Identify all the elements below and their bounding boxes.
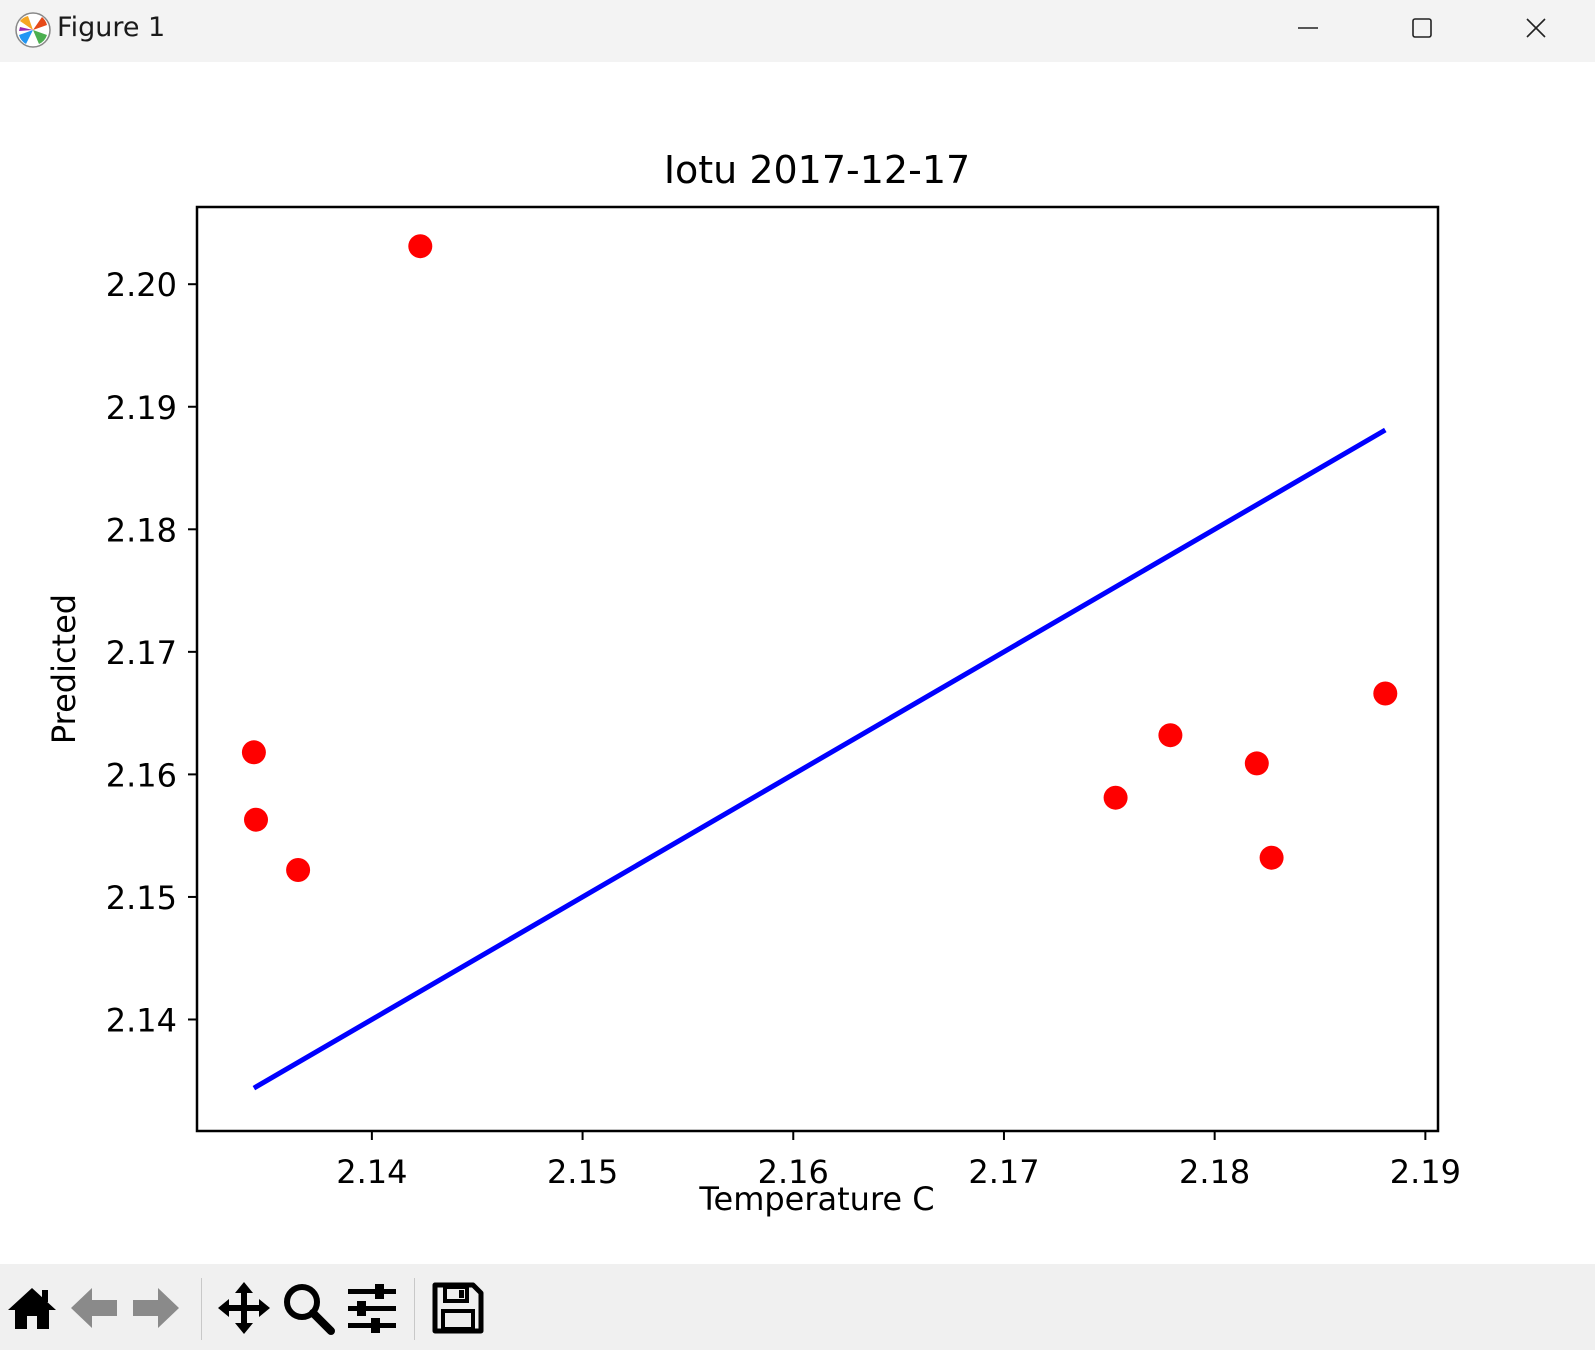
figure-canvas[interactable]: Iotu 2017-12-17 2.14 2.15 2.16 2.17 2.18 2.19… [0,62,1595,1264]
data-point [1244,751,1269,776]
close-button[interactable] [1481,0,1591,55]
y-tick-label: 2.17 [106,634,177,672]
x-axis: 2.14 2.15 2.16 2.17 2.18 2.19 [336,1131,1461,1191]
data-point [1373,681,1398,706]
x-tick-label: 2.14 [336,1153,407,1191]
x-tick-label: 2.16 [758,1153,829,1191]
x-tick-label: 2.19 [1390,1153,1461,1191]
home-icon [6,1285,58,1335]
y-tick-label: 2.16 [106,756,177,794]
axes-frame [195,205,1440,1133]
plot-area [241,234,1398,1091]
maximize-button[interactable] [1367,0,1477,55]
data-point [1103,785,1128,810]
y-tick-label: 2.19 [106,389,177,427]
data-point [241,740,266,765]
navigation-toolbar [0,1264,1595,1350]
window-titlebar: Figure 1 [0,0,1595,62]
close-icon [1525,17,1547,39]
y-axis-label: Predicted [45,594,83,744]
data-point [1259,845,1284,870]
home-button[interactable] [4,1282,60,1338]
x-tick-label: 2.15 [547,1153,618,1191]
back-button[interactable] [66,1282,122,1338]
minimize-icon [1297,17,1319,39]
matplotlib-logo-icon [14,11,52,49]
forward-arrow-icon [130,1285,182,1335]
chart-title: Iotu 2017-12-17 [664,148,970,192]
back-arrow-icon [68,1285,120,1335]
pan-move-icon [217,1281,271,1339]
save-button[interactable] [430,1282,486,1338]
window-title: Figure 1 [57,12,166,43]
x-tick-label: 2.18 [1179,1153,1250,1191]
zoom-magnifier-icon [281,1281,335,1339]
forward-button[interactable] [128,1282,184,1338]
toolbar-separator [201,1278,202,1340]
data-point [408,234,433,259]
data-point [1158,723,1183,748]
maximize-icon [1411,17,1433,39]
regression-line [252,427,1387,1091]
data-point [286,858,311,882]
pan-button[interactable] [216,1282,272,1338]
y-tick-label: 2.18 [106,511,177,549]
y-axis: 2.14 2.15 2.16 2.17 2.18 2.19 2.20 [106,266,197,1039]
minimize-button[interactable] [1253,0,1363,55]
y-tick-label: 2.15 [106,879,177,917]
y-tick-label: 2.20 [106,266,177,304]
zoom-button[interactable] [280,1282,336,1338]
x-tick-label: 2.17 [968,1153,1039,1191]
data-point [244,807,268,832]
y-tick-label: 2.14 [106,1001,177,1039]
toolbar-separator [414,1278,415,1340]
scatter-chart: Iotu 2017-12-17 2.14 2.15 2.16 2.17 2.18 2.19… [45,148,1461,1218]
x-axis-label: Temperature C [698,1180,934,1218]
configure-subplots-icon [345,1281,399,1339]
save-floppy-icon [431,1281,485,1339]
configure-subplots-button[interactable] [344,1282,400,1338]
